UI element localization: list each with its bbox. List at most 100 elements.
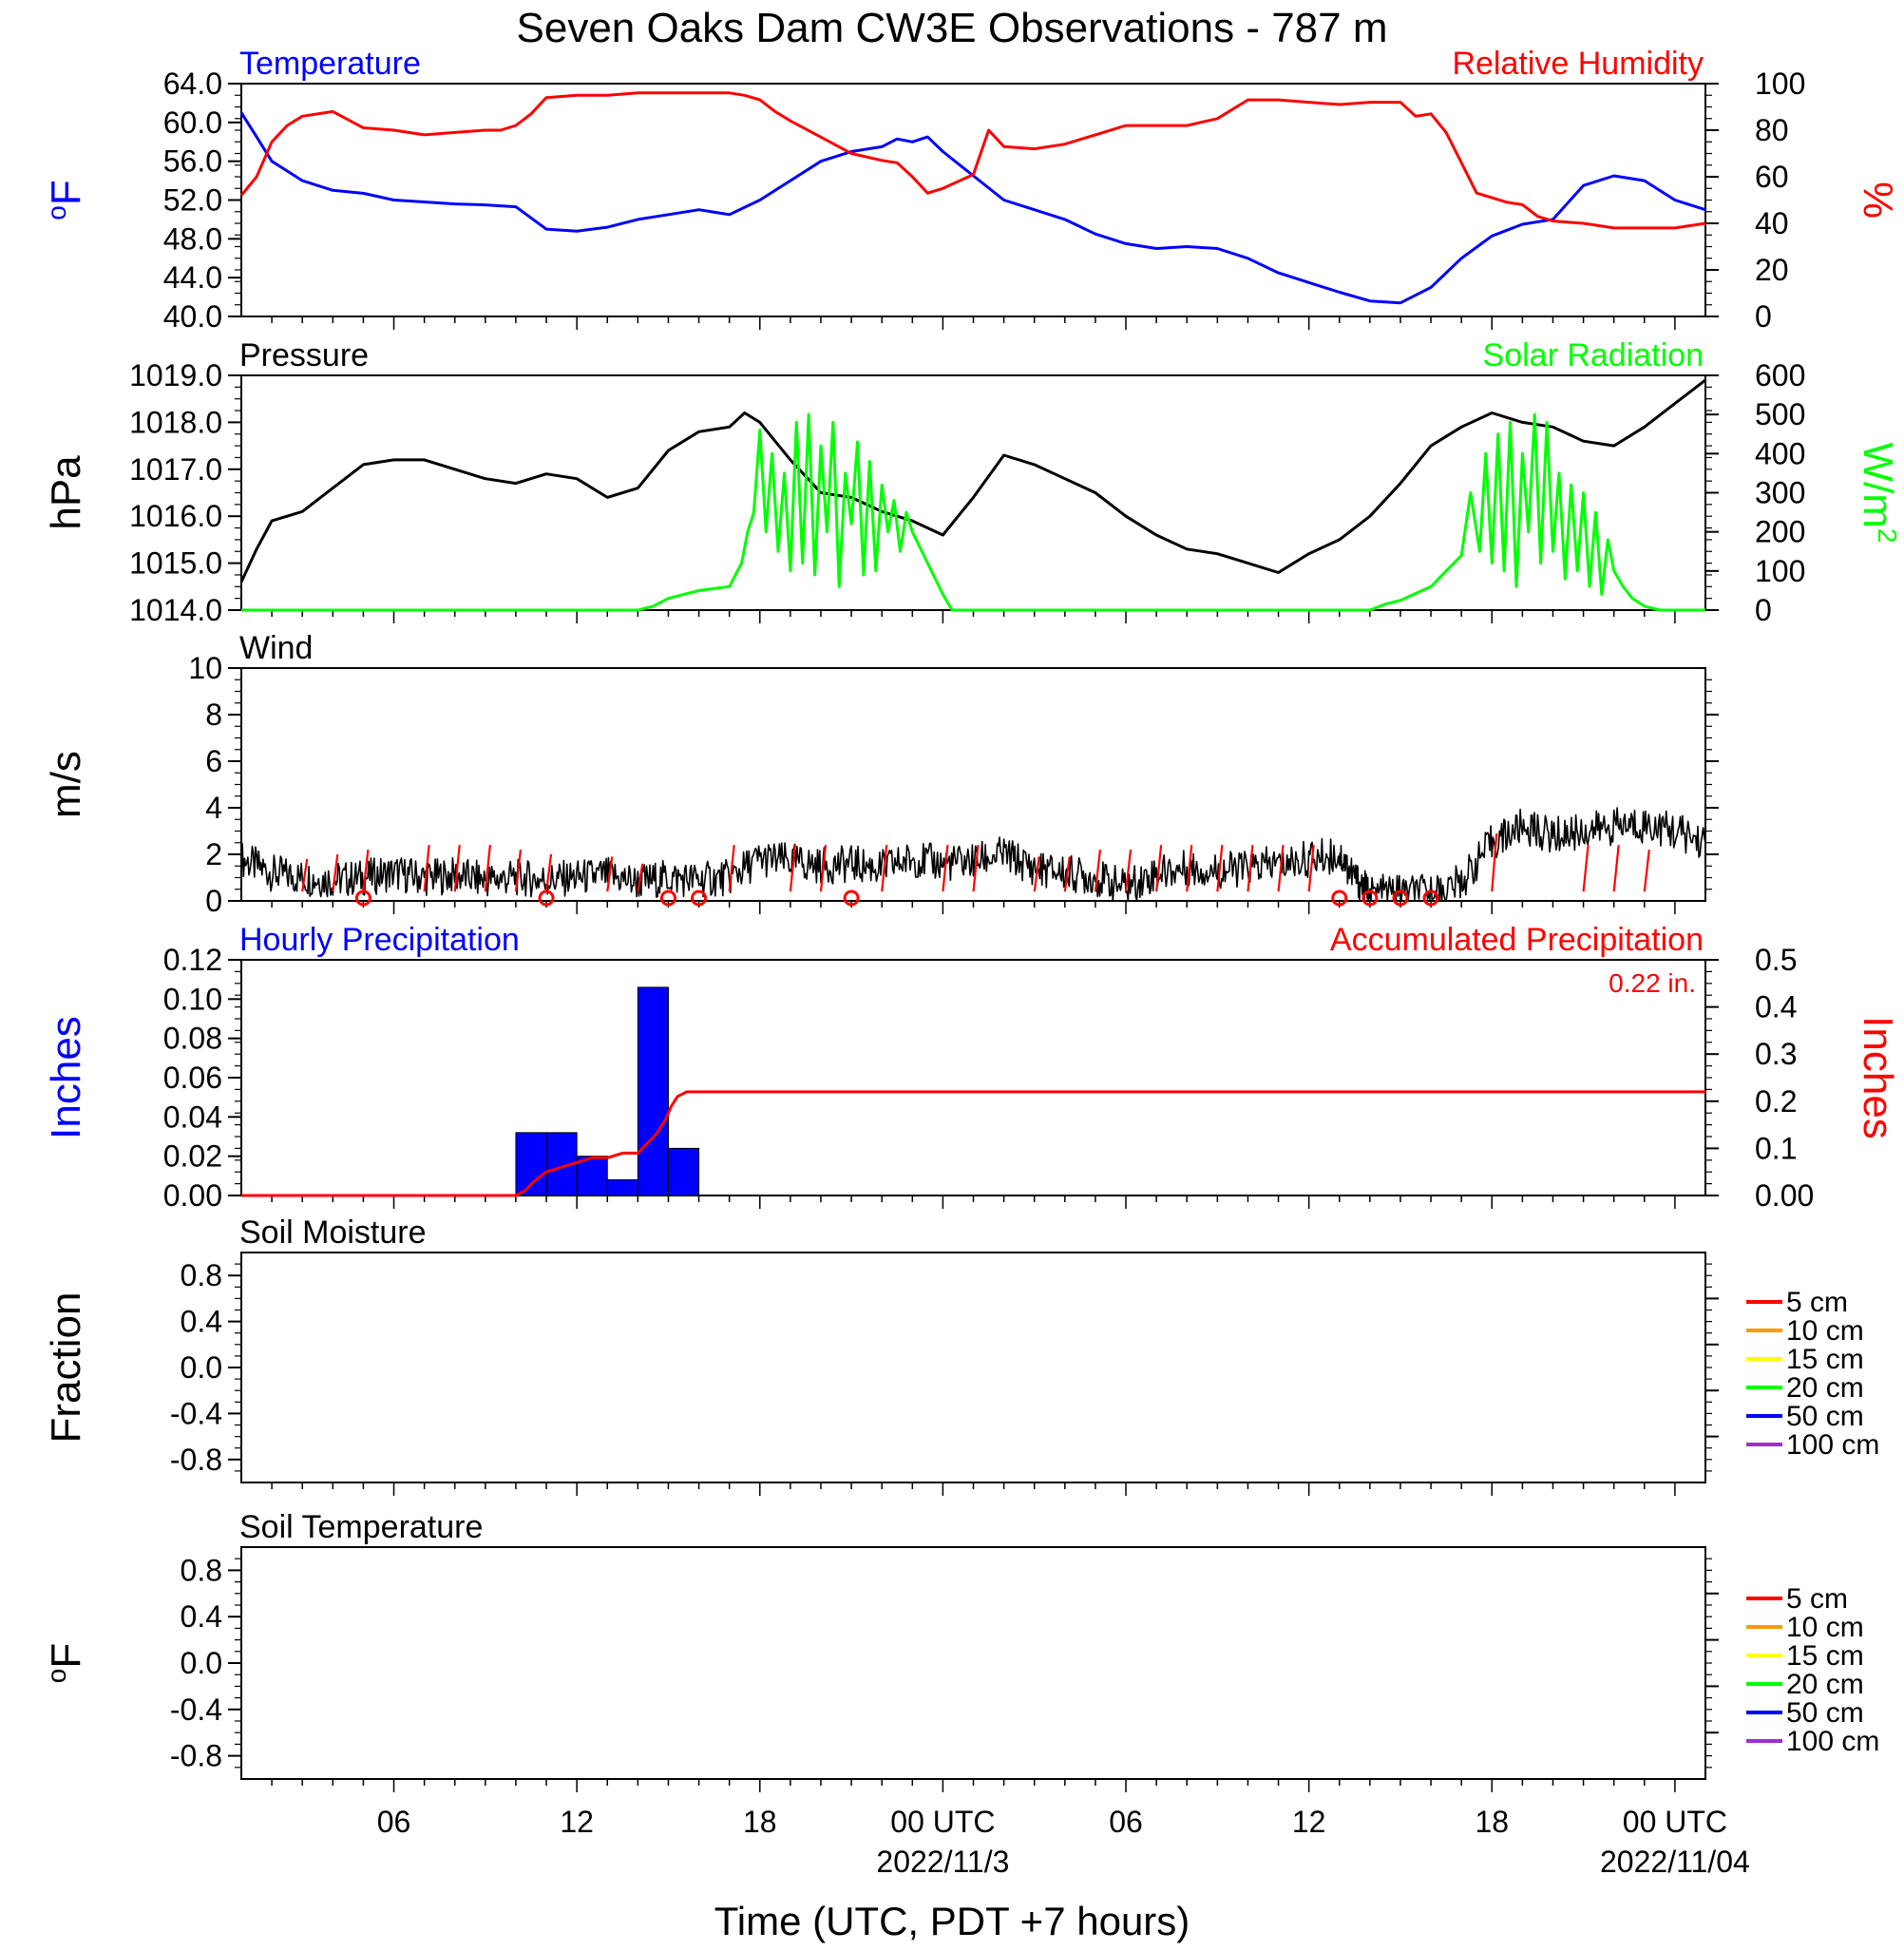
y-tick-label-left: 1017.0	[129, 452, 222, 487]
panel-title-right: Accumulated Precipitation	[1330, 922, 1704, 958]
y-tick-label-left: 0.02	[163, 1139, 222, 1174]
calm-markers	[354, 889, 1439, 907]
wind-barb	[942, 845, 949, 892]
legend-label: 100 cm	[1786, 1726, 1879, 1757]
y-tick-label-left: 44.0	[163, 260, 222, 295]
y-tick-label-left: 0.10	[163, 982, 222, 1016]
wind-barb	[1063, 856, 1071, 892]
x-tick-label: 12	[1292, 1805, 1326, 1839]
y-tick-label-left: -0.8	[170, 1739, 222, 1773]
y-tick-label-left: 4	[205, 791, 222, 825]
y-tick-label-right: 0	[1755, 593, 1772, 627]
x-date-label: 2022/11/04	[1600, 1845, 1750, 1879]
x-tick-label: 12	[560, 1805, 594, 1839]
panel-soil-moisture: -0.8 -0.4 0.0 0.4 0.8 Soil Moisture Fraction 5 …	[43, 1215, 1879, 1496]
x-tick-label: 18	[743, 1805, 777, 1839]
calm-wind-marker	[1361, 889, 1379, 907]
y-tick-label-left: 10	[188, 651, 222, 685]
wind-barb	[1216, 845, 1224, 892]
wind-barb	[1643, 849, 1650, 892]
x-tick-label: 06	[377, 1805, 411, 1839]
wind-barb	[362, 849, 370, 892]
legend-label: 15 cm	[1786, 1344, 1864, 1375]
y-tick-label-left: 0.06	[163, 1061, 222, 1095]
y-tick-label-left: 0.8	[181, 1553, 222, 1587]
wind-barb	[1582, 845, 1590, 892]
y-tick-label-right: 400	[1755, 436, 1805, 470]
y-tick-label-left: 0.00	[163, 1178, 222, 1213]
legend-label: 5 cm	[1786, 1583, 1848, 1615]
wind-barb	[1277, 845, 1285, 892]
figure-title: Seven Oaks Dam CW3E Observations - 787 m	[517, 5, 1388, 51]
hourly-precip-bars	[515, 986, 700, 1196]
y-axis-unit-left: Inches	[43, 1016, 89, 1139]
y-tick-label-left: 0	[205, 884, 222, 918]
y-tick-label-left: 6	[205, 744, 222, 778]
y-tick-label-left: 1015.0	[129, 546, 222, 581]
y-axis-unit-left: Fraction	[43, 1292, 89, 1444]
accum-total-annotation: 0.22 in.	[1609, 968, 1696, 998]
x-tick-label: 06	[1109, 1805, 1143, 1839]
calm-wind-marker	[659, 889, 676, 907]
y-tick-label-right: 300	[1755, 476, 1805, 510]
legend-label: 10 cm	[1786, 1612, 1864, 1643]
legend-label: 15 cm	[1786, 1640, 1864, 1672]
wind-barb	[484, 845, 491, 892]
y-tick-label-right: 0.3	[1755, 1037, 1797, 1071]
wind-barb	[1247, 845, 1254, 892]
y-tick-label-right: 80	[1755, 113, 1789, 147]
x-date-label: 2022/11/3	[876, 1845, 1009, 1879]
y-tick-label-right: 100	[1755, 67, 1805, 101]
calm-wind-marker	[1331, 889, 1348, 907]
wind-barb	[544, 853, 553, 892]
y-tick-label-left: 1018.0	[129, 405, 222, 439]
precip-bar	[637, 986, 669, 1196]
wind-barb	[606, 856, 614, 892]
precip-bar	[667, 1147, 700, 1196]
y-tick-label-left: 52.0	[163, 183, 222, 218]
series-pressure	[239, 378, 1706, 583]
y-tick-label-left: 0.0	[181, 1646, 222, 1680]
wind-barb	[637, 863, 644, 892]
y-axis-unit-left: m/s	[43, 751, 89, 818]
y-tick-label-left: 0.04	[163, 1100, 222, 1134]
panel-title-right: Solar Radiation	[1483, 337, 1704, 373]
wind-barb	[453, 845, 461, 892]
wind-barb	[1491, 832, 1498, 892]
wind-barb	[1033, 856, 1040, 892]
y-tick-label-right: 0	[1755, 299, 1772, 334]
legend-label: 100 cm	[1786, 1429, 1879, 1461]
legend-label: 20 cm	[1786, 1372, 1864, 1404]
panel-title-left: Temperature	[239, 46, 421, 82]
legend-label: 10 cm	[1786, 1315, 1864, 1347]
wind-barb	[423, 845, 430, 892]
panel-title-left: Pressure	[239, 337, 369, 373]
y-tick-label-right: 0.5	[1755, 943, 1797, 977]
y-axis-unit-left: oF	[42, 1643, 90, 1683]
series-relative-humidity	[239, 91, 1706, 230]
y-axis-unit-right: %	[1855, 182, 1901, 219]
x-tick-label: 00 UTC	[1623, 1805, 1727, 1839]
y-tick-label-left: 64.0	[163, 67, 222, 101]
wind-barb	[728, 845, 735, 892]
panel-title-left: Soil Moisture	[239, 1215, 427, 1251]
y-tick-label-right: 60	[1755, 160, 1789, 194]
y-tick-label-left: 1019.0	[129, 358, 222, 392]
precip-bar	[576, 1156, 608, 1196]
wind-barb	[819, 845, 828, 892]
y-tick-label-right: 100	[1755, 554, 1805, 588]
wind-barb	[1307, 845, 1315, 892]
panel-title-left: Wind	[239, 630, 313, 666]
panel-precipitation: 0.00 0.02 0.04 0.06 0.08 0.10 0.12 0.00 0.1 0.2 0.…	[43, 922, 1901, 1213]
wind-barbs	[301, 832, 1650, 892]
y-tick-label-right: 0.1	[1755, 1131, 1797, 1165]
y-tick-label-left: 8	[205, 698, 222, 732]
y-axis-unit-left: hPa	[43, 455, 89, 530]
calm-wind-marker	[1422, 889, 1439, 907]
y-tick-label-left: 1016.0	[129, 499, 222, 533]
panel-title-right: Relative Humidity	[1452, 46, 1704, 82]
calm-wind-marker	[843, 889, 860, 907]
